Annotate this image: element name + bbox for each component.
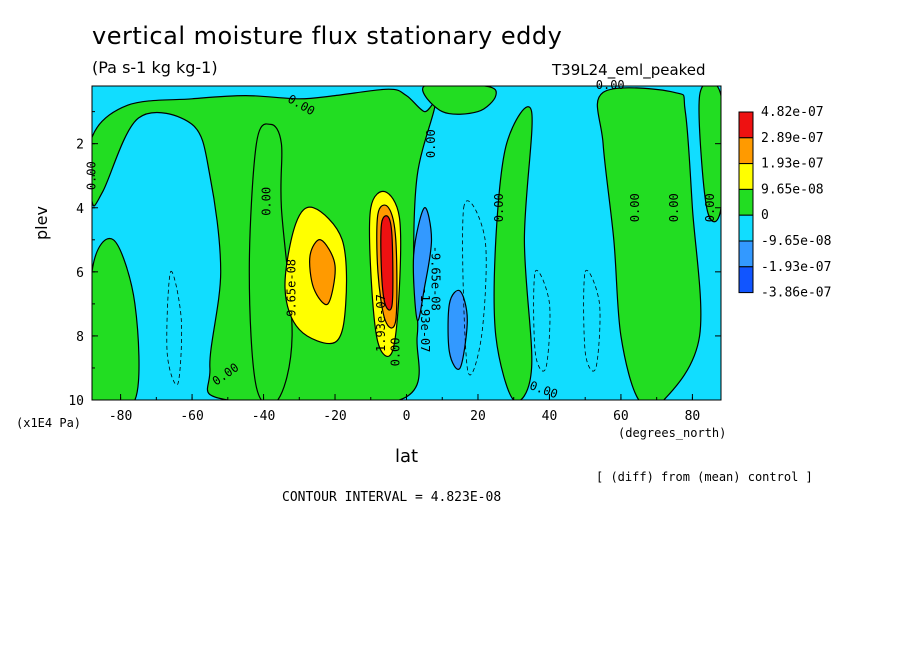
x-tick-label: 40 bbox=[542, 409, 558, 424]
contour-label: 0.00 bbox=[492, 193, 506, 222]
y-tick-label: 4 bbox=[76, 202, 84, 217]
x-tick-label: 80 bbox=[685, 409, 701, 424]
contour-region-positive bbox=[380, 215, 394, 311]
x-tick-label: -40 bbox=[252, 409, 275, 424]
legend-swatch bbox=[738, 214, 754, 242]
x-tick-label: 0 bbox=[403, 409, 411, 424]
legend-label: -3.86e-07 bbox=[761, 286, 831, 301]
x-tick-label: 20 bbox=[470, 409, 486, 424]
contour-region-positive bbox=[698, 86, 721, 223]
y-axis-units: (x1E4 Pa) bbox=[16, 416, 82, 430]
legend-label: 9.65e-08 bbox=[761, 182, 824, 197]
run-name: T39L24_eml_peaked bbox=[552, 61, 706, 79]
legend-swatch bbox=[738, 163, 754, 190]
legend-label: -9.65e-08 bbox=[761, 234, 831, 249]
contour-region-positive bbox=[596, 87, 702, 400]
contour-region-negative bbox=[412, 207, 433, 322]
legend-swatch bbox=[738, 137, 754, 165]
legend-label: 1.93e-07 bbox=[761, 157, 824, 172]
negative-contour-line bbox=[462, 200, 487, 376]
y-tick-label: 2 bbox=[76, 138, 84, 153]
legend-label: 4.82e-07 bbox=[761, 105, 824, 120]
contour-label: 9.65e-08 bbox=[285, 259, 299, 317]
contour-region-positive bbox=[422, 86, 497, 115]
contour-region-positive bbox=[493, 106, 533, 400]
x-axis-units: (degrees_north) bbox=[618, 426, 727, 440]
legend-swatch bbox=[738, 240, 754, 268]
y-tick-label: 8 bbox=[76, 330, 84, 345]
x-tick-label: 60 bbox=[613, 409, 629, 424]
contour-label: 0.00 bbox=[424, 129, 438, 158]
contour-region-positive bbox=[309, 239, 336, 306]
x-axis-label: lat bbox=[395, 446, 419, 467]
contour-label: 0.00 bbox=[667, 193, 681, 222]
negative-contour-line bbox=[533, 269, 551, 372]
x-tick-label: -60 bbox=[180, 409, 203, 424]
legend-swatch bbox=[738, 188, 754, 216]
contour-label: -1.93e-07 bbox=[418, 287, 432, 352]
legend-label: 2.89e-07 bbox=[761, 131, 824, 146]
contour-label: 0.00 bbox=[703, 193, 717, 222]
contour-region-positive bbox=[248, 123, 293, 400]
contour-label: 0.00 bbox=[388, 337, 402, 366]
chart-title: vertical moisture flux stationary eddy bbox=[92, 22, 563, 50]
contour-label: 0.00 bbox=[260, 187, 274, 216]
legend-swatch bbox=[738, 266, 754, 294]
contour-label: -9.65e-08 bbox=[429, 246, 443, 311]
contour-region-negative bbox=[447, 289, 468, 370]
negative-contour-line bbox=[583, 269, 601, 372]
legend-label: -1.93e-07 bbox=[761, 260, 831, 275]
contour-label: 1.93e-07 bbox=[374, 294, 388, 352]
contour-interval-note: CONTOUR INTERVAL = 4.823E-08 bbox=[282, 490, 502, 505]
x-tick-label: -20 bbox=[323, 409, 346, 424]
legend-swatch bbox=[738, 111, 754, 139]
chart-units: (Pa s-1 kg kg-1) bbox=[92, 58, 218, 77]
contour-region-positive bbox=[92, 237, 140, 400]
x-tick-label: -80 bbox=[109, 409, 132, 424]
diff-note: [ (diff) from (mean) control ] bbox=[596, 470, 813, 484]
legend-label: 0 bbox=[761, 208, 769, 223]
y-tick-label: 10 bbox=[68, 394, 84, 409]
contour-label: 0.00 bbox=[628, 193, 642, 222]
y-tick-label: 6 bbox=[76, 266, 84, 281]
contour-label: 0.00 bbox=[596, 78, 625, 92]
negative-contour-line bbox=[166, 271, 183, 386]
